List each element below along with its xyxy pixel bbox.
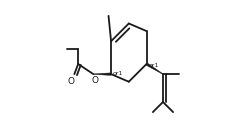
Polygon shape [146,63,163,74]
Text: O: O [68,77,75,86]
Text: or1: or1 [113,71,123,76]
Polygon shape [93,73,111,75]
Text: or1: or1 [148,63,159,68]
Text: O: O [91,76,98,85]
